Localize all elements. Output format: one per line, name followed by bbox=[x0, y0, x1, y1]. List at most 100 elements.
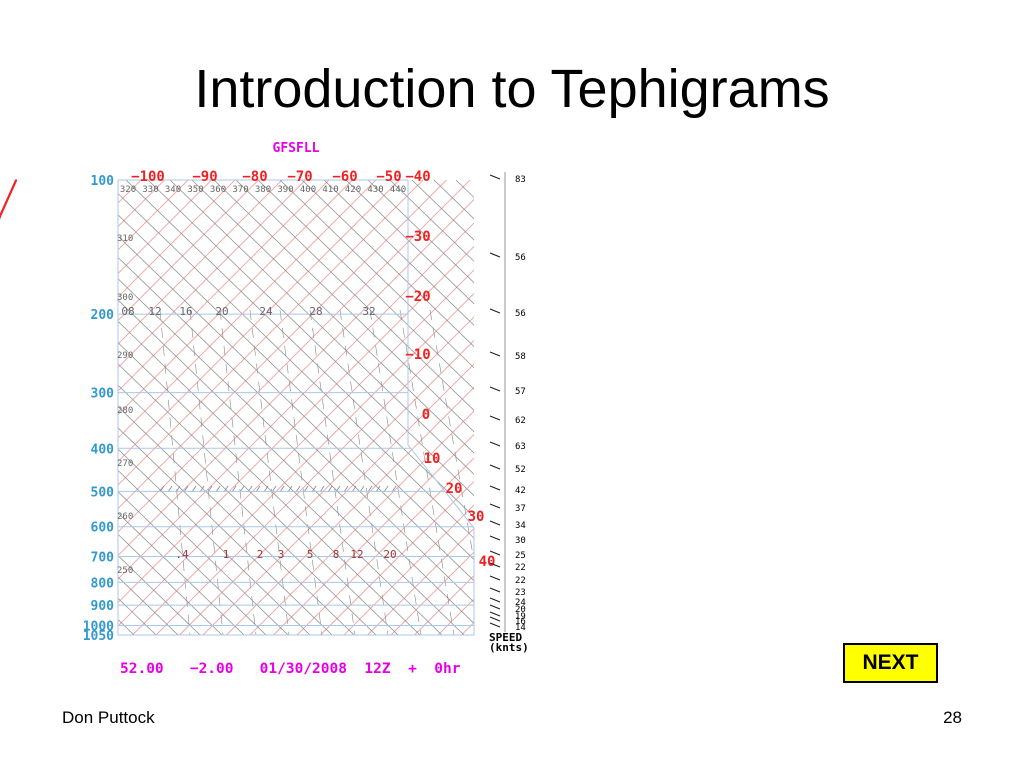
wind-speed-label: 63 bbox=[515, 442, 526, 452]
isotherm-gridline bbox=[791, 115, 1024, 635]
dry-adiabat-gridline bbox=[676, 180, 1024, 635]
isotherm-gridline bbox=[118, 180, 142, 204]
wind-speed-label: 52 bbox=[515, 465, 526, 475]
dry-adiabat-gridline bbox=[125, 180, 474, 518]
theta-top-label: 430 bbox=[367, 185, 383, 195]
chart-outline bbox=[117, 180, 475, 636]
dry-adiabat-gridline bbox=[118, 256, 474, 603]
mixing-ratio-gridline bbox=[159, 309, 191, 635]
dry-adiabat-gridline bbox=[118, 320, 443, 635]
temperature-point bbox=[15, 179, 17, 181]
wind-barb bbox=[489, 441, 501, 447]
isotherm-label: −70 bbox=[287, 169, 312, 185]
mixing-ratio-gridline bbox=[249, 309, 290, 635]
theta-top-label: 420 bbox=[345, 185, 361, 195]
isotherm-gridline bbox=[273, 433, 474, 635]
mixing-ratio-bottom-label: 1 bbox=[223, 548, 230, 561]
dry-adiabat-gridline bbox=[257, 180, 474, 390]
isotherm-label: −60 bbox=[332, 169, 357, 185]
isotherm-gridline bbox=[885, 115, 1024, 635]
temperature-line bbox=[0, 179, 18, 220]
dry-adiabat-gridline bbox=[345, 180, 474, 305]
slide-title: Introduction to Tephigrams bbox=[194, 59, 830, 119]
dry-adiabat-gridline bbox=[118, 363, 399, 635]
pressure-tick-label: 400 bbox=[91, 442, 115, 457]
wind-barb bbox=[489, 611, 501, 617]
theta-left-label: 300 bbox=[117, 293, 133, 303]
mixing-ratio-gridline bbox=[279, 309, 323, 635]
pressure-tick-label: 1050 bbox=[83, 629, 114, 644]
pressure-tick-label: 800 bbox=[91, 576, 115, 591]
wind-speed-label: 56 bbox=[515, 253, 526, 263]
theta-top-label: 360 bbox=[210, 185, 226, 195]
wind-speed-label: 58 bbox=[515, 352, 526, 362]
pressure-tick-label: 900 bbox=[91, 599, 115, 614]
dry-adiabat-gridline bbox=[279, 180, 474, 369]
wind-barb bbox=[489, 464, 501, 470]
mixing-ratio-top-label: 20 bbox=[215, 305, 228, 318]
mixing-ratio-bottom-label: 20 bbox=[383, 548, 396, 561]
wind-speed-label: 37 bbox=[515, 504, 526, 514]
dry-adiabat-gridline bbox=[118, 278, 474, 624]
isotherm-gridline bbox=[118, 180, 401, 463]
mixing-ratio-gridline bbox=[429, 309, 474, 563]
wind-speed-label: 14 bbox=[515, 623, 526, 633]
theta-top-label: 370 bbox=[232, 185, 248, 195]
isotherm-gridline bbox=[226, 386, 474, 635]
wind-speed-label: 20 bbox=[515, 605, 526, 615]
temperature-point bbox=[0, 214, 2, 217]
isotherm-label: −50 bbox=[376, 169, 401, 185]
mixing-ratio-bottom-label: 5 bbox=[307, 548, 314, 561]
theta-top-label: 390 bbox=[277, 185, 293, 195]
dry-adiabat-gridline bbox=[632, 180, 1024, 635]
wind-barb bbox=[489, 503, 501, 509]
isotherm-gridline bbox=[118, 180, 354, 416]
wind-barb bbox=[489, 386, 501, 392]
wind-barb bbox=[489, 622, 501, 628]
isotherm-gridline bbox=[202, 363, 474, 635]
dry-adiabat-gridline bbox=[610, 180, 1024, 635]
theta-top-label: 410 bbox=[322, 185, 338, 195]
isotherm-gridline bbox=[626, 115, 1024, 635]
dry-adiabat-gridline bbox=[191, 180, 474, 454]
wind-speed-label: 16 bbox=[515, 617, 526, 627]
isotherm-label: 20 bbox=[446, 481, 463, 497]
isotherm-label: −30 bbox=[405, 229, 430, 245]
dry-adiabat-gridline bbox=[478, 180, 948, 635]
wind-barb bbox=[489, 562, 501, 568]
pressure-tick-label: 200 bbox=[91, 308, 115, 323]
isotherm-gridline bbox=[118, 245, 474, 604]
dry-adiabat-gridline bbox=[147, 180, 474, 497]
chart-title: GFSFLL bbox=[273, 141, 320, 156]
isotherm-gridline bbox=[118, 180, 330, 392]
isotherm-gridline bbox=[118, 180, 377, 439]
wind-barb bbox=[489, 252, 501, 258]
dry-adiabat-gridline bbox=[118, 406, 355, 635]
theta-left-label: 310 bbox=[117, 234, 133, 244]
theta-top-label: 350 bbox=[187, 185, 203, 195]
isotherm-gridline bbox=[118, 269, 474, 627]
next-button[interactable]: NEXT bbox=[843, 643, 938, 683]
isotherm-gridline bbox=[650, 115, 1024, 635]
wind-barb bbox=[489, 575, 501, 581]
wind-barb bbox=[489, 351, 501, 357]
dry-adiabat-gridline bbox=[118, 193, 474, 539]
isotherm-gridline bbox=[343, 504, 474, 635]
isotherm-label: −20 bbox=[405, 289, 430, 305]
wind-speed-label: 22 bbox=[515, 563, 526, 573]
wind-barb bbox=[489, 535, 501, 541]
isotherm-gridline bbox=[461, 621, 474, 635]
dry-adiabat-gridline bbox=[0, 180, 112, 635]
theta-left-label: 260 bbox=[117, 512, 133, 522]
dry-adiabat-gridline bbox=[0, 180, 68, 635]
mixing-ratio-top-label: 24 bbox=[259, 305, 273, 318]
pressure-tick-label: 500 bbox=[91, 485, 115, 500]
isotherm-label: −10 bbox=[405, 347, 430, 363]
wind-barb bbox=[489, 520, 501, 526]
theta-left-label: 290 bbox=[117, 351, 133, 361]
isotherm-gridline bbox=[118, 180, 236, 298]
dry-adiabat-gridline bbox=[118, 533, 223, 635]
wind-barb bbox=[489, 604, 501, 610]
dry-adiabat-gridline bbox=[455, 180, 474, 198]
mixing-ratio-top-label: 08 bbox=[121, 305, 134, 318]
